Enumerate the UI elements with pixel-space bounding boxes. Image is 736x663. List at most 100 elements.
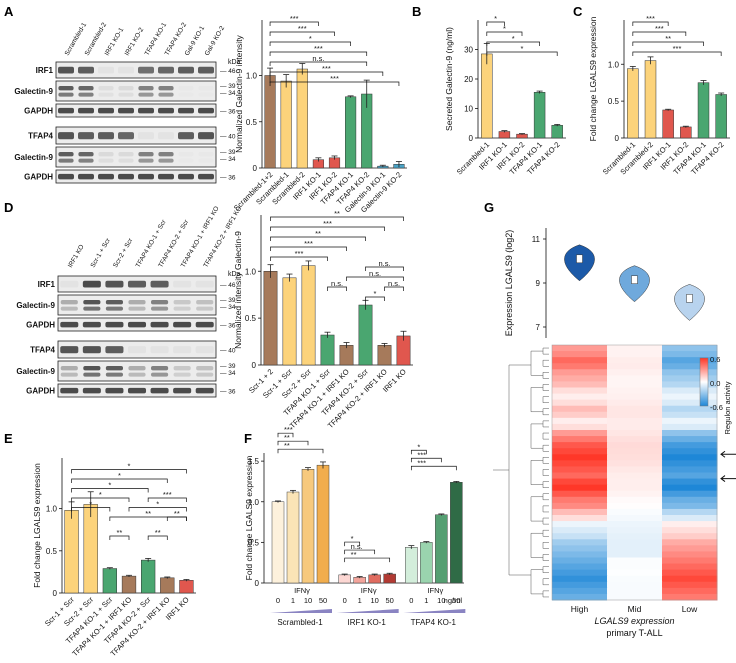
- significance-bracket: [486, 21, 505, 26]
- heatmap-cell: [607, 460, 663, 467]
- y-axis-title: Fold change LGALS9 expression: [588, 16, 598, 141]
- dendrogram-branch: [542, 396, 549, 403]
- significance-label: *: [417, 442, 420, 451]
- heatmap-cell: [607, 563, 663, 571]
- heatmap-cell: [607, 351, 663, 358]
- band: [78, 66, 94, 74]
- significance-bracket: [277, 432, 294, 438]
- band: [78, 86, 94, 91]
- kda-marker: — 36: [220, 323, 236, 330]
- heatmap-cell: [607, 466, 663, 473]
- band: [98, 132, 114, 140]
- heatmap-cell: [552, 442, 608, 449]
- significance-label: **: [284, 441, 290, 450]
- dendrogram-branch: [542, 505, 549, 513]
- bar: [320, 334, 335, 366]
- y-tick-label: 0: [253, 164, 258, 173]
- lane-label: Scr-2 + Scr: [112, 236, 135, 269]
- band: [178, 107, 194, 114]
- band: [118, 66, 134, 74]
- heatmap-cell: [552, 478, 608, 486]
- heatmap-cell: [662, 557, 718, 565]
- heatmap-cell: [552, 563, 608, 571]
- heatmap-cell: [662, 472, 718, 480]
- band: [138, 86, 154, 91]
- band: [127, 387, 147, 394]
- y-tick-label: 1.0: [245, 267, 257, 276]
- heatmap-cell: [662, 581, 718, 589]
- band: [158, 107, 174, 114]
- heatmap-cell: [552, 375, 608, 382]
- protein-label: GAPDH: [26, 387, 55, 396]
- significance-label: *: [521, 44, 524, 53]
- bar: [282, 277, 297, 366]
- band: [58, 107, 74, 114]
- significance-label: *: [128, 462, 131, 471]
- band: [60, 387, 79, 394]
- colorbar-title: Regulon activity: [723, 381, 732, 434]
- heatmap-cell: [607, 448, 663, 455]
- y-tick-label: 1.5: [248, 457, 260, 466]
- significance-bracket: [166, 516, 187, 521]
- heatmap-cell: [607, 527, 663, 534]
- row-arrow: [720, 475, 736, 482]
- svg-text:F: F: [244, 431, 252, 446]
- band: [82, 321, 101, 328]
- significance-bracket: [277, 448, 324, 454]
- heatmap-cell: [552, 345, 608, 352]
- blot-strip: [55, 80, 217, 102]
- column-label: Mid: [628, 604, 642, 614]
- heatmap-cell: [552, 448, 608, 455]
- heatmap-cell: [607, 557, 663, 565]
- dose-label: 1: [291, 596, 295, 605]
- heatmap-cell: [552, 508, 608, 516]
- heatmap-cell: [662, 357, 718, 364]
- band: [127, 321, 147, 328]
- panel-label-b: B: [412, 4, 421, 19]
- treatment-label: IFNγ: [427, 586, 443, 595]
- svg-text:C: C: [573, 4, 583, 19]
- significance-label: **: [351, 550, 357, 559]
- band: [58, 158, 74, 163]
- dose-label: 10: [437, 596, 445, 605]
- y-tick-label: 7: [536, 323, 541, 332]
- protein-label: GAPDH: [26, 321, 55, 330]
- x-axis-title: LGALS9 expression: [594, 616, 674, 626]
- significance-bracket: [71, 497, 130, 502]
- band: [178, 152, 193, 156]
- band: [78, 173, 94, 180]
- bar: [533, 92, 546, 139]
- heatmap-cell: [662, 345, 718, 352]
- heatmap-cell: [662, 363, 718, 370]
- significance-label: *: [118, 471, 121, 480]
- dendrogram-branch: [542, 542, 549, 549]
- band: [178, 173, 194, 180]
- band: [196, 300, 214, 305]
- dendrogram-branch: [542, 384, 549, 391]
- y-tick-label: 1.0: [46, 505, 58, 514]
- protein-label: Galectin-9: [16, 301, 55, 310]
- band: [98, 173, 114, 180]
- dose-label: 50: [319, 596, 327, 605]
- bar: [353, 577, 366, 584]
- heatmap-cell: [662, 351, 718, 358]
- kda-marker: — 34: [220, 370, 236, 377]
- kda-marker: — 34: [220, 90, 236, 97]
- significance-bracket: [410, 465, 457, 471]
- significance-bracket: [410, 449, 427, 455]
- band: [83, 300, 101, 305]
- band: [158, 66, 174, 74]
- heatmap-cell: [607, 369, 663, 376]
- dendrogram-branch: [542, 481, 549, 488]
- heatmap-cell: [607, 454, 663, 461]
- band: [150, 372, 169, 377]
- bar: [296, 68, 308, 169]
- band: [128, 372, 146, 377]
- dendrogram-branch: [530, 423, 543, 449]
- band: [82, 280, 101, 288]
- dose-label: 0: [409, 596, 413, 605]
- bar: [450, 482, 463, 584]
- y-tick-label: 1.0: [246, 72, 258, 81]
